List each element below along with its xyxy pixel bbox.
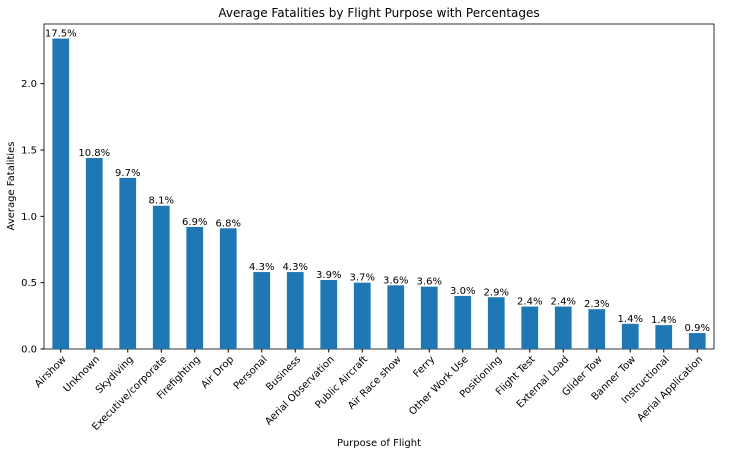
bar-label: 1.4% — [618, 314, 643, 325]
y-axis-label: Average Fatalities — [6, 142, 17, 231]
bar — [152, 205, 170, 349]
bar-label: 3.9% — [316, 270, 341, 281]
bar — [119, 177, 137, 349]
bar-label: 3.0% — [450, 286, 475, 297]
y-tick-label: 0.5 — [21, 278, 37, 289]
bar — [420, 286, 438, 349]
bar-label: 8.1% — [149, 196, 174, 207]
bar-label: 3.6% — [383, 275, 408, 286]
bar-label: 3.6% — [417, 277, 442, 288]
bar-label: 1.4% — [651, 315, 676, 326]
bar-label: 0.9% — [685, 323, 710, 334]
bar — [487, 297, 505, 349]
bar — [85, 157, 103, 349]
bar — [52, 38, 70, 350]
bar-label: 9.7% — [115, 168, 140, 179]
y-tick-label: 1.0 — [21, 212, 37, 223]
bar — [387, 285, 405, 349]
bar-label: 3.7% — [350, 273, 375, 284]
bar — [655, 325, 673, 349]
plot-frame — [43, 23, 715, 350]
bar — [186, 226, 204, 349]
bar — [286, 272, 304, 349]
bar — [588, 309, 606, 349]
bar-label: 6.8% — [216, 218, 241, 229]
bar-label: 2.3% — [584, 299, 609, 310]
bar — [454, 295, 472, 349]
x-axis-label: Purpose of Flight — [337, 438, 421, 449]
bar — [554, 306, 572, 349]
bar — [521, 306, 539, 349]
x-tick-label: Ferry — [412, 354, 438, 380]
bar-label: 17.5% — [45, 29, 77, 40]
bar-label: 4.3% — [283, 262, 308, 273]
bar-label: 2.4% — [551, 297, 576, 308]
y-tick-label: 2.0 — [21, 79, 37, 90]
bar-label: 2.9% — [484, 287, 509, 298]
bar — [219, 228, 237, 349]
bar — [688, 333, 706, 349]
y-tick-label: 0.0 — [21, 345, 37, 356]
bar — [253, 272, 271, 349]
bar — [353, 282, 371, 349]
chart-title: Average Fatalities by Flight Purpose wit… — [218, 6, 539, 20]
bar — [621, 323, 639, 349]
bar-label: 4.3% — [249, 262, 274, 273]
bar-label: 2.4% — [517, 297, 542, 308]
bar-label: 6.9% — [182, 217, 207, 228]
y-tick-label: 1.5 — [21, 146, 37, 157]
bar-label: 10.8% — [78, 148, 110, 159]
x-tick-label: Aerial Application — [635, 354, 705, 424]
x-tick-label: Other Work Use — [407, 354, 470, 417]
bar — [320, 280, 338, 349]
x-tick-label: Air Drop — [199, 354, 236, 391]
